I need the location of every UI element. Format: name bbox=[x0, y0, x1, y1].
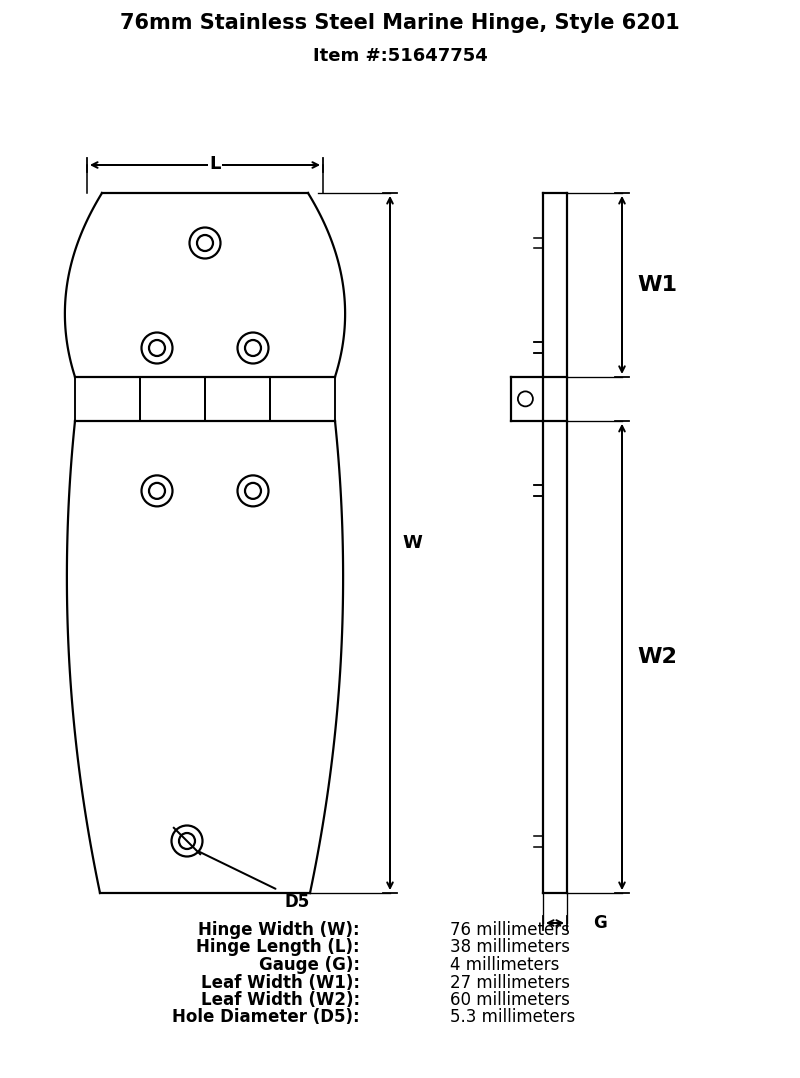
Text: Leaf Width (W1):: Leaf Width (W1): bbox=[201, 973, 360, 992]
Text: W2: W2 bbox=[637, 647, 677, 667]
Text: 38 millimeters: 38 millimeters bbox=[450, 939, 570, 956]
Text: 76 millimeters: 76 millimeters bbox=[450, 921, 570, 939]
Text: Hole Diameter (D5):: Hole Diameter (D5): bbox=[172, 1009, 360, 1026]
Text: 4 millimeters: 4 millimeters bbox=[450, 956, 559, 975]
Text: W1: W1 bbox=[637, 275, 677, 295]
Text: W: W bbox=[402, 534, 422, 552]
Text: 27 millimeters: 27 millimeters bbox=[450, 973, 570, 992]
Text: Gauge (G):: Gauge (G): bbox=[259, 956, 360, 975]
Bar bbox=[270, 377, 335, 420]
Text: D5: D5 bbox=[285, 893, 310, 911]
Text: Hinge Length (L):: Hinge Length (L): bbox=[196, 939, 360, 956]
Text: 60 millimeters: 60 millimeters bbox=[450, 991, 570, 1009]
Text: 76mm Stainless Steel Marine Hinge, Style 6201: 76mm Stainless Steel Marine Hinge, Style… bbox=[120, 13, 680, 33]
Text: Item #:51647754: Item #:51647754 bbox=[313, 47, 487, 65]
Text: L: L bbox=[210, 155, 221, 172]
Bar bbox=[75, 377, 140, 420]
Text: G: G bbox=[593, 914, 607, 932]
Text: Leaf Width (W2):: Leaf Width (W2): bbox=[201, 991, 360, 1009]
Bar bbox=[205, 377, 270, 420]
Text: 5.3 millimeters: 5.3 millimeters bbox=[450, 1009, 575, 1026]
Bar bbox=[140, 377, 205, 420]
Text: Hinge Width (W):: Hinge Width (W): bbox=[198, 921, 360, 939]
